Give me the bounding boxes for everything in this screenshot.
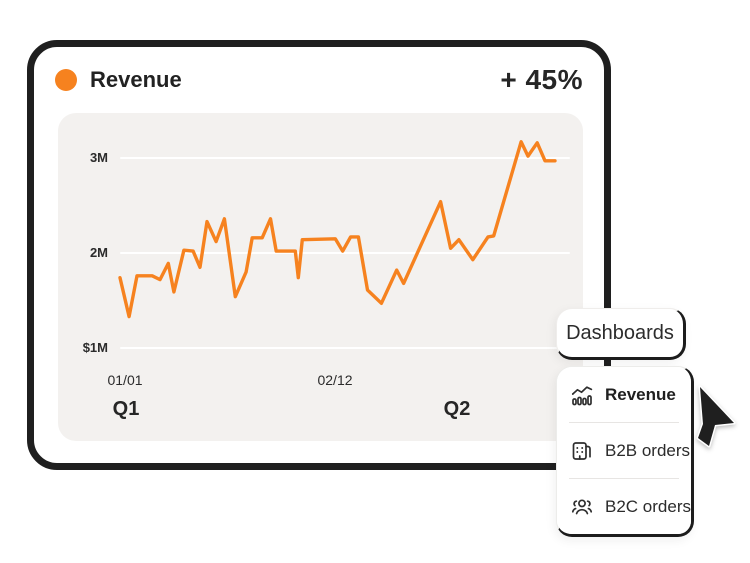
revenue-chart: 3M 2M $1M 01/01 02/12 Q1 Q2 [58,113,583,441]
gridline-2m [120,252,570,254]
users-icon [570,495,594,519]
gridline-1m [120,347,570,349]
x-axis-tick-0212: 02/12 [317,372,353,388]
card-title: Revenue [90,67,182,92]
bar-chart-icon [570,383,594,407]
menu-divider [569,478,679,479]
x-axis-tick-0101: 01/01 [107,372,143,388]
menu-item-label: Revenue [605,384,676,404]
revenue-legend-dot [55,69,77,91]
revenue-delta: + 45% [500,64,583,95]
revenue-card: Revenue + 45% 3M 2M $1M 01/01 02/12 Q1 Q… [27,40,611,470]
gridline-3m [120,157,570,159]
menu-divider [569,422,679,423]
quarter-label-q1: Q1 [112,398,140,420]
y-axis-tick-2m: 2M [89,245,108,260]
dashboards-menu: Revenue B2B orders [556,366,694,537]
building-icon [570,439,594,463]
y-axis-tick-3m: 3M [89,150,108,165]
dashboards-button[interactable]: Dashboards [556,308,686,360]
menu-item-label: B2C orders [605,496,691,516]
menu-item-revenue[interactable]: Revenue [557,367,691,422]
quarter-label-q2: Q2 [443,398,471,420]
menu-item-label: B2B orders [605,440,691,460]
menu-item-b2b-orders[interactable]: B2B orders [557,423,691,478]
y-axis-tick-1m: $1M [82,340,108,355]
revenue-line-series [118,140,557,319]
mouse-cursor [696,385,736,448]
revenue-line-chart [118,140,557,319]
menu-item-b2c-orders[interactable]: B2C orders [557,479,691,534]
card-header: Revenue + 45% [55,64,583,96]
